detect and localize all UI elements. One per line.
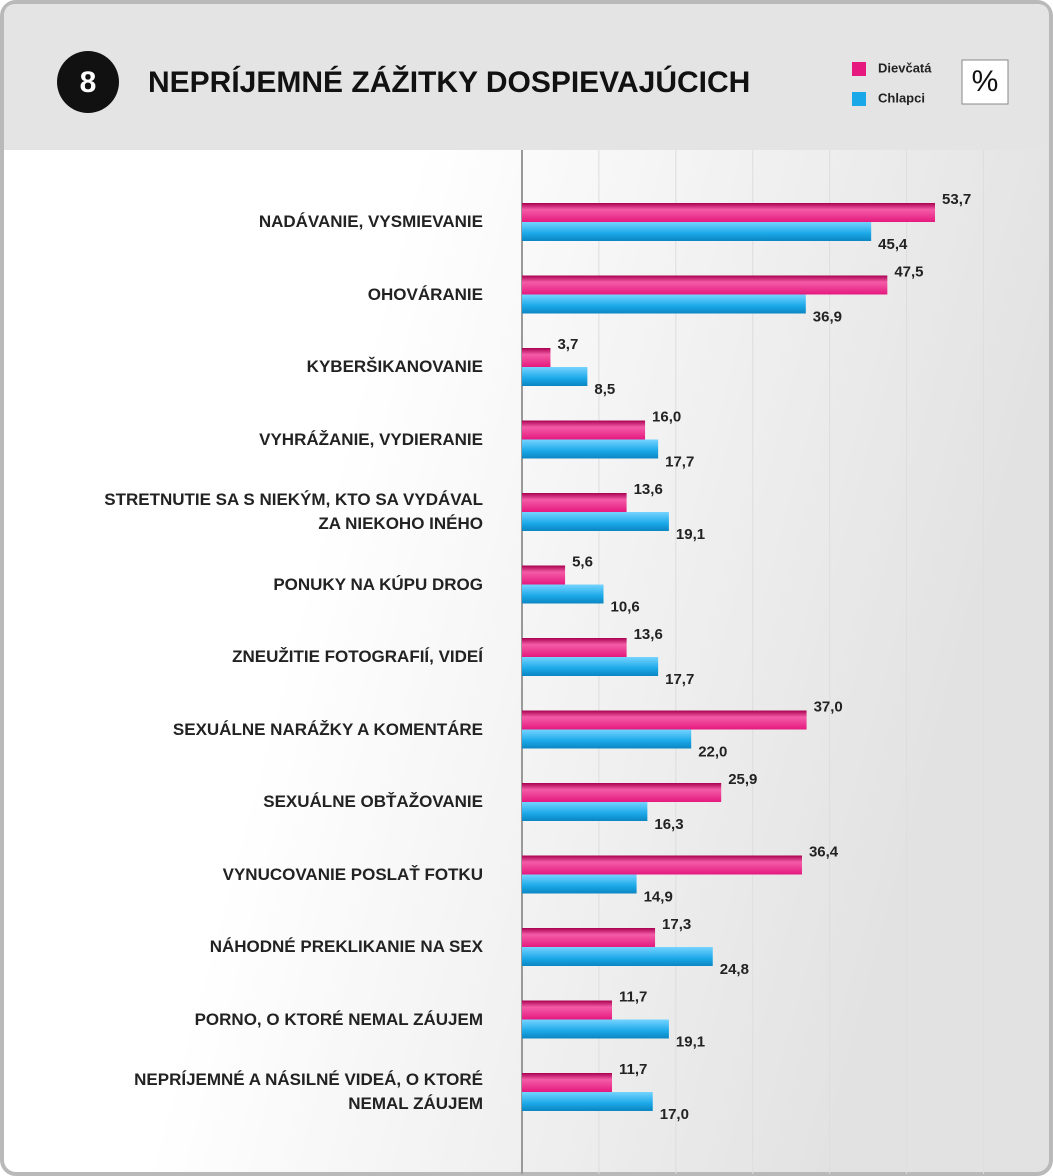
bar bbox=[522, 1019, 669, 1039]
value-label: 22,0 bbox=[698, 743, 727, 760]
category-label: NEPRÍJEMNÉ A NÁSILNÉ VIDEÁ, O KTORÉ NEMA… bbox=[134, 1070, 483, 1113]
value-label: 3,7 bbox=[557, 336, 578, 353]
value-label: 24,8 bbox=[720, 961, 749, 978]
value-label: 19,1 bbox=[676, 526, 705, 543]
bar bbox=[522, 802, 648, 821]
bar bbox=[522, 1092, 653, 1111]
value-label: 45,4 bbox=[878, 236, 908, 253]
value-label: 11,7 bbox=[619, 988, 647, 1005]
bar bbox=[522, 874, 637, 894]
unit: % bbox=[972, 65, 999, 98]
value-label: 5,6 bbox=[572, 553, 593, 570]
bar bbox=[522, 1000, 612, 1020]
value-label: 16,3 bbox=[654, 816, 683, 833]
value-label: 10,6 bbox=[611, 598, 640, 615]
bar bbox=[522, 729, 692, 749]
bar bbox=[522, 947, 713, 966]
value-label: 13,6 bbox=[634, 481, 663, 498]
bar bbox=[522, 1073, 612, 1092]
value-label: 17,0 bbox=[660, 1106, 689, 1123]
value-label: 25,9 bbox=[728, 771, 757, 788]
header bbox=[4, 4, 1049, 150]
bar bbox=[522, 855, 802, 875]
badge bbox=[57, 51, 119, 113]
bar bbox=[522, 512, 669, 531]
category-label: VYHRÁŽANIE, VYDIERANIE bbox=[259, 429, 483, 449]
category-label: VYNUCOVANIE POSLAŤ FOTKU bbox=[222, 864, 483, 884]
value-label: 17,7 bbox=[665, 453, 694, 470]
bar bbox=[522, 928, 656, 947]
category-label: NADÁVANIE, VYSMIEVANIE bbox=[258, 212, 483, 231]
value-label: 37,0 bbox=[814, 698, 843, 715]
legend-swatch bbox=[852, 62, 866, 76]
bar bbox=[522, 565, 566, 585]
bar bbox=[522, 439, 659, 459]
value-label: 13,6 bbox=[634, 626, 663, 643]
bar bbox=[522, 348, 551, 367]
bar bbox=[522, 294, 806, 314]
value-label: 16,0 bbox=[652, 408, 681, 425]
value-label: 17,7 bbox=[665, 671, 694, 688]
category-label: ZNEUŽITIE FOTOGRAFIÍ, VIDEÍ bbox=[232, 647, 483, 666]
bar bbox=[522, 783, 722, 802]
category-label: STRETNUTIE SA S NIEKÝM, KTO SA VYDÁVAL Z… bbox=[104, 490, 483, 533]
chart-title: NEPRÍJEMNÉ ZÁŽITKY DOSPIEVAJÚCICH bbox=[148, 65, 750, 99]
value-label: 47,5 bbox=[894, 263, 923, 280]
value-label: 11,7 bbox=[619, 1061, 647, 1078]
category-label: OHOVÁRANIE bbox=[367, 284, 483, 304]
bar bbox=[522, 222, 872, 241]
legend-label: Dievčatá bbox=[878, 60, 932, 75]
legend-swatch bbox=[852, 92, 866, 106]
category-label: PONUKY NA KÚPU DROG bbox=[273, 574, 483, 594]
unit-box bbox=[961, 59, 1009, 105]
category-label: NÁHODNÉ PREKLIKANIE NA SEX bbox=[209, 937, 483, 956]
value-label: 36,4 bbox=[809, 843, 839, 860]
category-label: KYBERŠIKANOVANIE bbox=[306, 357, 483, 376]
category-label: SEXUÁLNE NARÁŽKY A KOMENTÁRE bbox=[172, 719, 483, 739]
value-label: 17,3 bbox=[662, 916, 691, 933]
bar bbox=[522, 493, 627, 512]
bar bbox=[522, 203, 936, 222]
badge-number: 8 bbox=[80, 66, 97, 99]
category-label: SEXUÁLNE OBŤAŽOVANIE bbox=[263, 792, 483, 811]
value-label: 14,9 bbox=[644, 888, 673, 905]
value-label: 8,5 bbox=[594, 381, 615, 398]
bar bbox=[522, 638, 627, 657]
bar bbox=[522, 420, 646, 440]
bar bbox=[522, 367, 588, 386]
bar bbox=[522, 275, 888, 295]
bar bbox=[522, 657, 659, 676]
value-label: 36,9 bbox=[813, 308, 842, 325]
bar bbox=[522, 584, 604, 604]
value-label: 19,1 bbox=[676, 1033, 705, 1050]
bar bbox=[522, 710, 807, 730]
value-label: 53,7 bbox=[942, 191, 971, 208]
legend-label: Chlapci bbox=[878, 90, 925, 105]
category-label: PORNO, O KTORÉ NEMAL ZÁUJEM bbox=[194, 1009, 483, 1029]
